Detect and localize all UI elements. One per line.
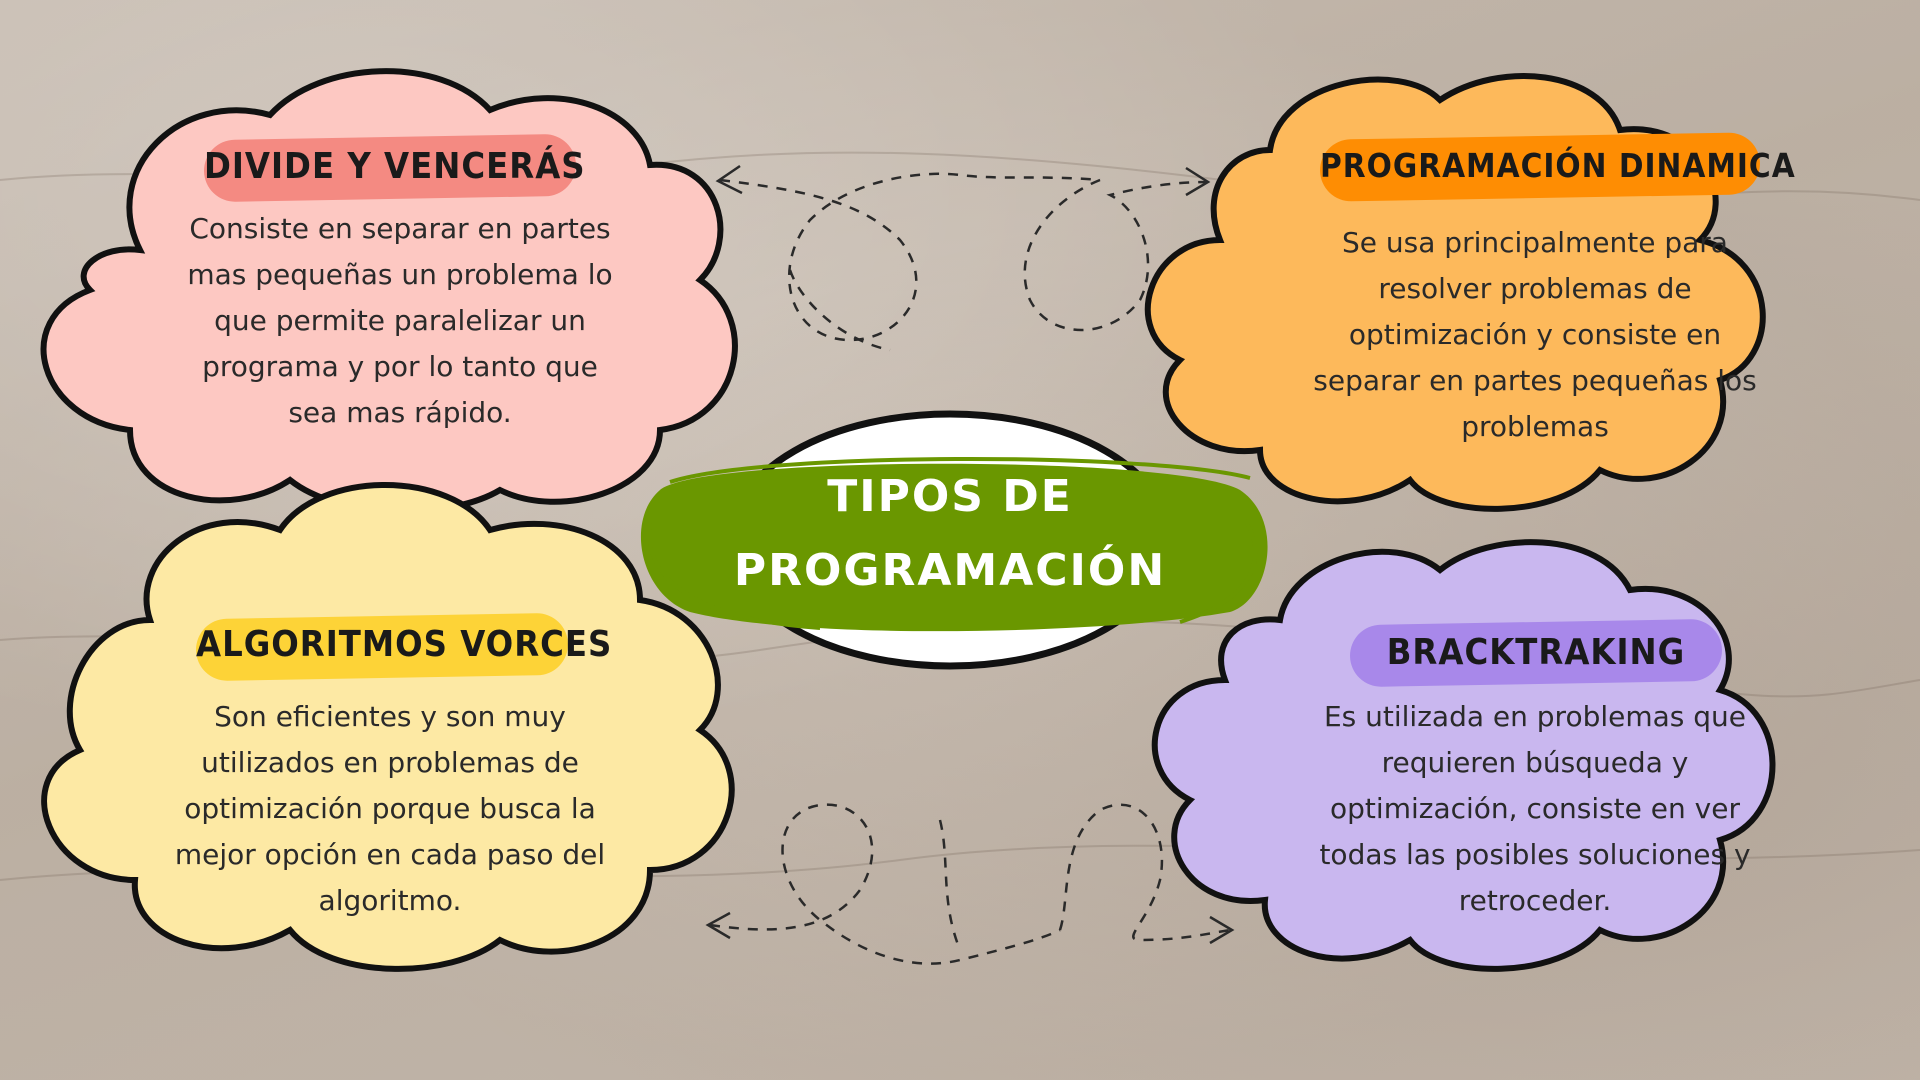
center-green-badge: [640, 463, 1268, 632]
arrow-head-top-left: [715, 164, 743, 195]
cloud-yellow: [41, 482, 735, 972]
arrow-head-bottom-left: [705, 911, 731, 940]
dashed-connector-top: [719, 172, 1211, 352]
arrow-head-top-right: [1185, 166, 1211, 197]
arrow-head-bottom-right: [1209, 915, 1235, 945]
text-vorces: Son eficientes y son muy utilizados en p…: [174, 700, 606, 917]
heading-dinamica: PROGRAMACIÓN DINAMICA: [1320, 146, 1796, 185]
center-title-line1: TIPOS DE: [827, 471, 1073, 522]
text-divide: Consiste en separar en partes mas pequeñ…: [187, 212, 613, 429]
heading-vorces: ALGORITMOS VORCES: [196, 624, 613, 665]
center-green-scribble: [646, 456, 1258, 630]
heading-backtracking: BRACKTRAKING: [1386, 632, 1686, 673]
center-title-line2: PROGRAMACIÓN: [733, 545, 1167, 596]
text-dinamica: Se usa principalmente para resolver prob…: [1313, 226, 1757, 443]
center-title: TIPOS DE PROGRAMACIÓN: [700, 460, 1200, 608]
dashed-connector-bottom: [709, 803, 1231, 965]
text-backtracking: Es utilizada en problemas que requieren …: [1319, 700, 1751, 917]
heading-divide: DIVIDE Y VENCERÁS: [204, 146, 586, 187]
